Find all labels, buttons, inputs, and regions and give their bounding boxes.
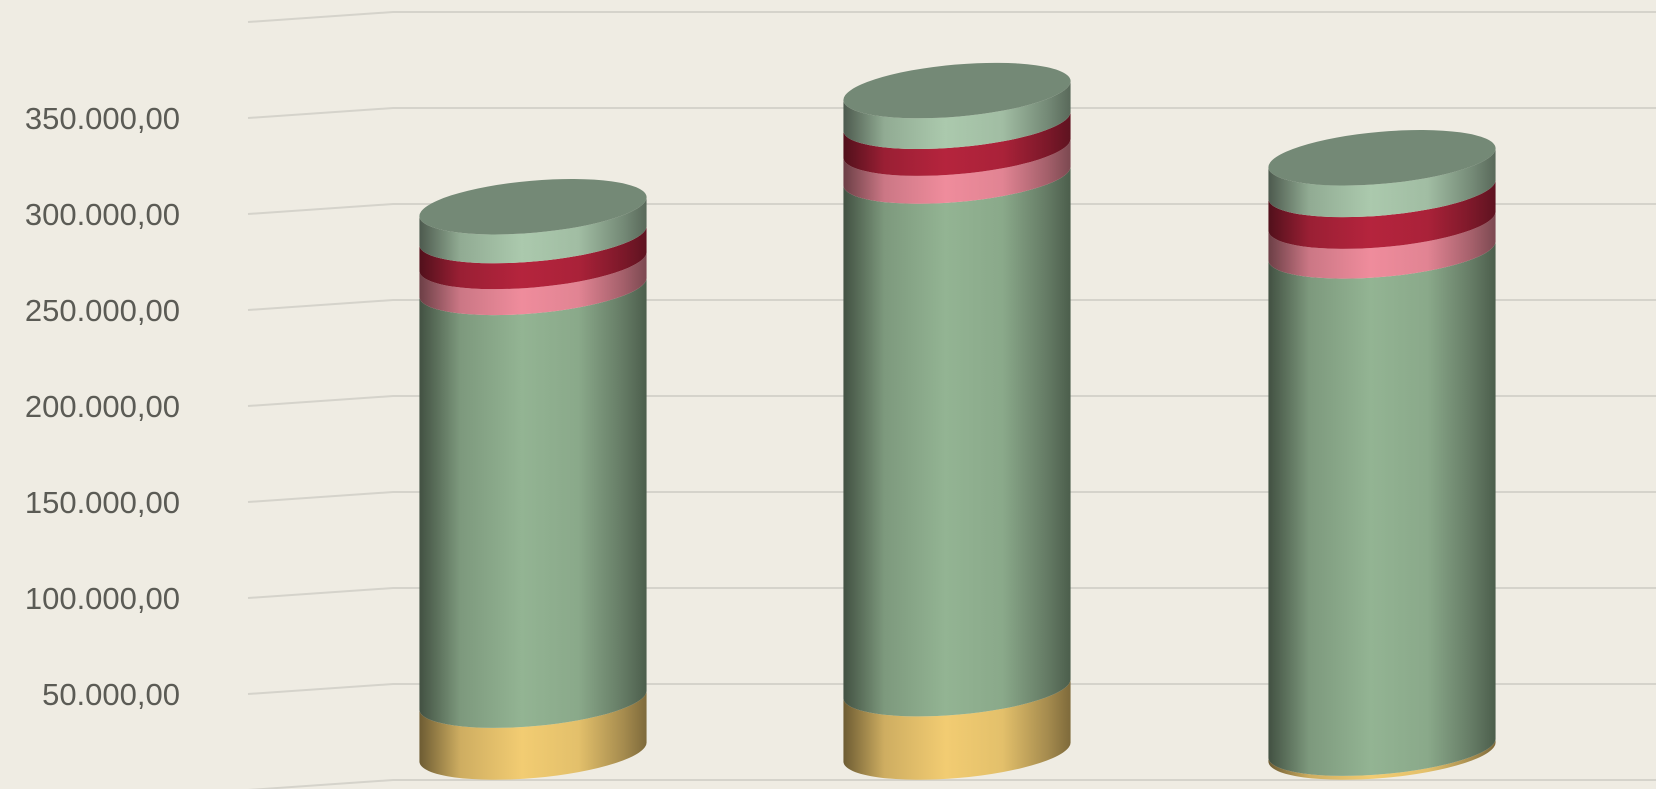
bar-segment xyxy=(843,138,1071,204)
y-tick-label: 150.000,00 xyxy=(25,485,180,520)
bar-cap xyxy=(419,178,647,235)
y-tick-label: 250.000,00 xyxy=(25,293,180,328)
bar-segment xyxy=(419,251,647,316)
gridline-diagonal xyxy=(247,683,394,695)
bar-segment xyxy=(843,166,1071,717)
gridline-diagonal xyxy=(247,203,394,215)
bars xyxy=(419,62,1496,780)
gridline-diagonal xyxy=(247,491,394,503)
gridline-diagonal xyxy=(247,779,394,789)
y-axis-tick-labels: 50.000,00 100.000,00 150.000,00 200.000,00 2… xyxy=(25,101,180,712)
bar-segment xyxy=(419,196,647,264)
gridline-diagonal xyxy=(247,395,394,407)
y-tick-label: 200.000,00 xyxy=(25,389,180,424)
cylinder-bar xyxy=(419,178,647,780)
cylinder-bar xyxy=(1268,130,1496,780)
bar-segment xyxy=(1268,738,1496,780)
gridline-diagonal xyxy=(247,11,394,23)
bar-segment xyxy=(1268,147,1496,218)
bar-segment xyxy=(419,225,647,290)
y-tick-label: 350.000,00 xyxy=(25,101,180,136)
bar-segment xyxy=(1268,240,1496,776)
cylinder-bar xyxy=(843,62,1071,780)
bar-segment xyxy=(1268,211,1496,279)
bar-segment xyxy=(843,678,1071,780)
bar-segment xyxy=(419,690,647,780)
gridline-diagonal xyxy=(247,299,394,311)
bar-segment xyxy=(419,277,647,728)
bar-segment xyxy=(843,111,1071,176)
y-tick-label: 50.000,00 xyxy=(42,677,180,712)
y-tick-label: 100.000,00 xyxy=(25,581,180,616)
bar-segment xyxy=(1268,179,1496,249)
bar-cap xyxy=(1268,130,1496,186)
bar-segment xyxy=(843,80,1071,150)
gridline-diagonal xyxy=(247,107,394,119)
bar-cap xyxy=(843,62,1071,119)
y-tick-label: 300.000,00 xyxy=(25,197,180,232)
gridline-diagonal xyxy=(247,587,394,599)
